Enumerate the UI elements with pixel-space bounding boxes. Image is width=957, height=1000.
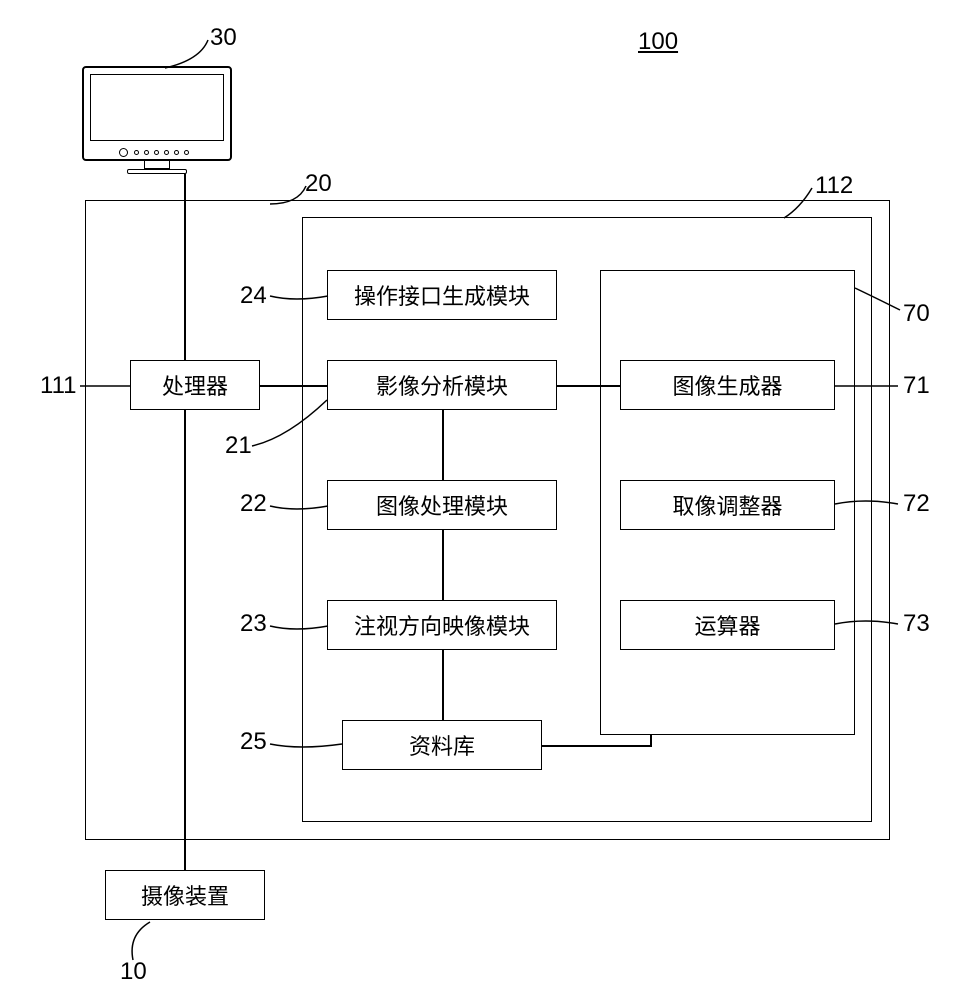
label-73: 73 bbox=[903, 610, 930, 638]
leader-72 bbox=[835, 498, 905, 514]
database-box: 资料库 bbox=[342, 720, 542, 770]
leader-24 bbox=[270, 288, 330, 308]
line-processor-innerbox bbox=[260, 385, 327, 387]
op-interface-box: 操作接口生成模块 bbox=[327, 270, 557, 320]
line-analysis-generator bbox=[557, 385, 620, 387]
label-24: 24 bbox=[240, 282, 267, 310]
label-21: 21 bbox=[225, 432, 252, 460]
processor-label: 处理器 bbox=[162, 369, 228, 401]
line-database-right-v bbox=[650, 735, 652, 747]
label-70: 70 bbox=[903, 300, 930, 328]
leader-111 bbox=[80, 382, 135, 392]
capture-adjuster-box: 取像调整器 bbox=[620, 480, 835, 530]
leader-70 bbox=[855, 288, 905, 318]
leader-20 bbox=[268, 186, 318, 216]
camera-label: 摄像装置 bbox=[141, 879, 229, 911]
leader-25 bbox=[270, 736, 345, 752]
leader-71 bbox=[835, 382, 905, 392]
line-monitor-down-1 bbox=[184, 174, 186, 360]
label-25: 25 bbox=[240, 728, 267, 756]
leader-10 bbox=[128, 920, 168, 965]
line-analysis-processing bbox=[442, 410, 444, 480]
computer-box: 运算器 bbox=[620, 600, 835, 650]
label-22: 22 bbox=[240, 490, 267, 518]
processor-box: 处理器 bbox=[130, 360, 260, 410]
image-analysis-box: 影像分析模块 bbox=[327, 360, 557, 410]
line-processing-gaze bbox=[442, 530, 444, 600]
diagram-canvas: 处理器 操作接口生成模块 影像分析模块 图像生成器 图像处理模块 取像调整器 注… bbox=[0, 0, 957, 1000]
capture-adjuster-label: 取像调整器 bbox=[672, 489, 782, 521]
computer-label: 运算器 bbox=[694, 609, 760, 641]
gaze-direction-label: 注视方向映像模块 bbox=[354, 609, 530, 641]
camera-box: 摄像装置 bbox=[105, 870, 265, 920]
image-processing-box: 图像处理模块 bbox=[327, 480, 557, 530]
label-23: 23 bbox=[240, 610, 267, 638]
label-71: 71 bbox=[903, 372, 930, 400]
leader-23 bbox=[270, 618, 330, 634]
image-analysis-label: 影像分析模块 bbox=[376, 369, 508, 401]
leader-73 bbox=[835, 618, 905, 634]
leader-22 bbox=[270, 498, 330, 514]
database-label: 资料库 bbox=[409, 729, 475, 761]
leader-21 bbox=[252, 398, 332, 448]
leader-30 bbox=[160, 40, 220, 75]
image-generator-box: 图像生成器 bbox=[620, 360, 835, 410]
label-72: 72 bbox=[903, 490, 930, 518]
gaze-direction-box: 注视方向映像模块 bbox=[327, 600, 557, 650]
label-100: 100 bbox=[638, 28, 678, 56]
line-processor-camera bbox=[184, 410, 186, 870]
image-generator-label: 图像生成器 bbox=[672, 369, 782, 401]
op-interface-label: 操作接口生成模块 bbox=[354, 279, 530, 311]
label-111: 111 bbox=[40, 372, 76, 400]
monitor-icon bbox=[82, 66, 232, 186]
image-processing-label: 图像处理模块 bbox=[376, 489, 508, 521]
line-database-right-h bbox=[542, 745, 652, 747]
leader-112 bbox=[782, 188, 832, 223]
line-gaze-database bbox=[442, 650, 444, 720]
